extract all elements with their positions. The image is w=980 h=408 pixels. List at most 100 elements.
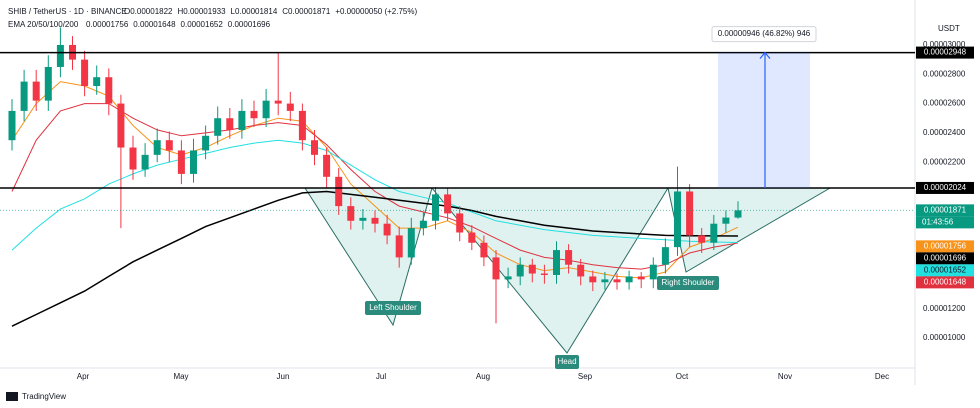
x-tick-label: Apr <box>77 372 90 381</box>
candle-body <box>141 154 149 170</box>
candle-body <box>492 257 500 280</box>
level-badge-box <box>916 181 974 194</box>
candle-body <box>165 140 173 151</box>
candle-body <box>468 232 476 243</box>
candle-body <box>601 279 609 283</box>
candle-body <box>419 220 427 229</box>
candle-body <box>456 213 464 233</box>
ema-badge: 0.00001652 <box>924 265 967 274</box>
candle-body <box>565 250 573 265</box>
annotation-box <box>365 301 421 315</box>
price-badge: 0.00001871 <box>924 205 967 214</box>
candle-body <box>190 150 197 174</box>
candle-body <box>177 150 185 174</box>
candle-body <box>516 264 524 277</box>
price-badge-box <box>916 204 974 217</box>
annotation-box <box>555 355 579 369</box>
annotation-box <box>657 276 719 290</box>
candle-body <box>383 223 391 236</box>
y-tick-label: 0.00003000 <box>923 40 966 49</box>
candle-body <box>347 206 355 221</box>
candle-body <box>540 273 548 275</box>
x-tick-label: Jun <box>277 372 290 381</box>
measure-label-box <box>711 26 817 43</box>
candle-body <box>625 276 633 283</box>
symbol: SHIB / TetherUS · 1D · BINANCE <box>8 7 127 16</box>
ema-badge: 0.00001696 <box>924 253 967 262</box>
candle-body <box>298 110 306 141</box>
x-tick-label: Jul <box>376 372 386 381</box>
ema-badge: 0.00001648 <box>924 277 967 286</box>
candle-body <box>20 81 28 111</box>
candle-body <box>311 140 318 155</box>
candle-body <box>8 110 16 141</box>
candle-body <box>202 135 210 151</box>
x-tick-label: Sep <box>578 372 593 381</box>
measure-box <box>718 52 810 188</box>
candle-body <box>32 81 40 101</box>
candle-body <box>661 247 669 265</box>
candle-body <box>335 176 343 207</box>
ema-badge-box <box>916 240 974 253</box>
candle-body <box>528 264 536 274</box>
logo <box>6 392 18 401</box>
candle-body <box>649 264 657 280</box>
candle-body <box>153 140 161 155</box>
candle-body <box>577 264 585 277</box>
candle-body <box>359 217 367 221</box>
ema-badge-box <box>916 252 974 265</box>
x-tick-label: Dec <box>875 372 889 381</box>
y-tick-label: 0.00001200 <box>923 304 966 313</box>
level-badge: 0.00002948 <box>924 48 967 57</box>
ema-line <box>11 190 739 327</box>
candle-body <box>250 110 258 119</box>
ohlc-value: H0.00001933 <box>178 7 227 16</box>
candle-body <box>589 276 597 283</box>
candle-body <box>553 250 560 275</box>
candle-body <box>262 100 270 119</box>
candle-body <box>407 228 415 258</box>
candle-body <box>613 279 621 283</box>
candle-body <box>44 66 52 101</box>
measure-arrowhead <box>759 51 771 59</box>
x-tick-label: Aug <box>476 372 490 381</box>
ema-value: 0.00001652 <box>181 20 224 29</box>
candle-body <box>56 44 64 67</box>
x-tick-label: Oct <box>676 372 689 381</box>
ema-badge: 0.00001756 <box>924 241 967 250</box>
candle-body <box>444 194 452 214</box>
candle-body <box>274 100 282 104</box>
candle-body <box>395 235 403 258</box>
candle-body <box>710 223 718 243</box>
candle-body <box>698 235 706 243</box>
ema-value: 0.00001756 <box>86 20 129 29</box>
candle-body <box>371 217 379 224</box>
ema-label: EMA 20/50/100/200 <box>8 20 79 29</box>
candle-body <box>722 217 730 224</box>
ohlc-value: C0.00001871 <box>282 7 331 16</box>
y-tick-label: 0.00002200 <box>923 157 966 166</box>
candle-body <box>105 77 113 104</box>
candle-body <box>432 194 439 221</box>
candle-body <box>93 77 101 86</box>
ohlc-value: L0.00001814 <box>231 7 278 16</box>
ohlc-value: O0.00001822 <box>124 7 173 16</box>
candle-body <box>734 210 742 218</box>
measure-label: 0.00000946 (46.82%) 946 <box>718 29 811 38</box>
annotation-label: Right Shoulder <box>662 278 715 287</box>
annotation-label: Head <box>557 357 576 366</box>
candle-body <box>81 59 89 86</box>
ohlc-value: +0.00000050 (+2.75%) <box>335 7 417 16</box>
candle-body <box>286 103 294 111</box>
y-tick-label: 0.00002600 <box>923 99 966 108</box>
ema-badge-box <box>916 276 974 289</box>
y-tick-label: 0.00001000 <box>923 333 966 342</box>
candle-body <box>686 191 694 236</box>
level-badge-box <box>916 46 974 59</box>
footer: TradingView <box>22 392 66 401</box>
ema-line <box>11 103 739 270</box>
candle-body <box>323 154 331 177</box>
